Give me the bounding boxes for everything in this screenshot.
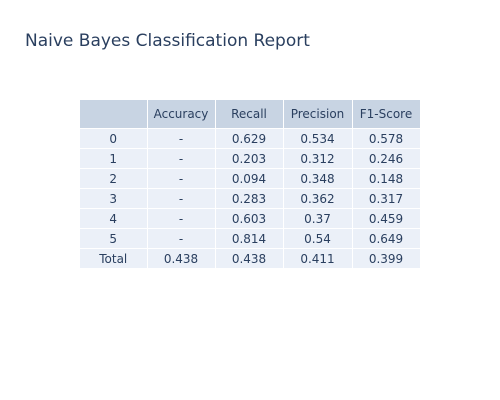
precision-cell: 0.348 <box>283 168 353 189</box>
precision-cell: 0.37 <box>283 208 353 229</box>
table-row: 5 - 0.814 0.54 0.649 <box>80 228 421 249</box>
class-label-cell: 1 <box>80 148 148 169</box>
accuracy-cell: - <box>147 228 216 249</box>
precision-cell: 0.534 <box>283 128 353 149</box>
recall-cell: 0.203 <box>215 148 284 169</box>
f1-score-cell: 0.148 <box>352 168 421 189</box>
class-label-cell: 0 <box>80 128 148 149</box>
f1-score-cell: 0.399 <box>352 248 421 269</box>
classification-report-table: Accuracy Recall Precision F1-Score 0 - 0… <box>80 100 421 269</box>
f1-score-cell: 0.649 <box>352 228 421 249</box>
f1-score-cell: 0.317 <box>352 188 421 209</box>
recall-cell: 0.603 <box>215 208 284 229</box>
recall-cell: 0.283 <box>215 188 284 209</box>
f1-score-cell: 0.578 <box>352 128 421 149</box>
table-row: 2 - 0.094 0.348 0.148 <box>80 168 421 189</box>
recall-cell: 0.094 <box>215 168 284 189</box>
table-header-row: Accuracy Recall Precision F1-Score <box>80 100 421 129</box>
table-row-total: Total 0.438 0.438 0.411 0.399 <box>80 248 421 269</box>
accuracy-cell: - <box>147 148 216 169</box>
chart-title: Naive Bayes Classification Report <box>25 31 310 51</box>
accuracy-cell: - <box>147 128 216 149</box>
header-cell-recall: Recall <box>215 100 284 129</box>
recall-cell: 0.438 <box>215 248 284 269</box>
table-row: 3 - 0.283 0.362 0.317 <box>80 188 421 209</box>
table-row: 0 - 0.629 0.534 0.578 <box>80 128 421 149</box>
table-row: 1 - 0.203 0.312 0.246 <box>80 148 421 169</box>
header-cell-class <box>80 100 148 129</box>
class-label-cell: 4 <box>80 208 148 229</box>
precision-cell: 0.362 <box>283 188 353 209</box>
class-label-cell: 2 <box>80 168 148 189</box>
precision-cell: 0.312 <box>283 148 353 169</box>
accuracy-cell: - <box>147 168 216 189</box>
class-label-cell: 3 <box>80 188 148 209</box>
accuracy-cell: - <box>147 188 216 209</box>
header-cell-f1-score: F1-Score <box>352 100 421 129</box>
accuracy-cell: 0.438 <box>147 248 216 269</box>
class-label-cell: 5 <box>80 228 148 249</box>
table-row: 4 - 0.603 0.37 0.459 <box>80 208 421 229</box>
recall-cell: 0.814 <box>215 228 284 249</box>
header-cell-precision: Precision <box>283 100 353 129</box>
class-label-cell: Total <box>80 248 148 269</box>
precision-cell: 0.54 <box>283 228 353 249</box>
recall-cell: 0.629 <box>215 128 284 149</box>
accuracy-cell: - <box>147 208 216 229</box>
precision-cell: 0.411 <box>283 248 353 269</box>
header-cell-accuracy: Accuracy <box>147 100 216 129</box>
f1-score-cell: 0.459 <box>352 208 421 229</box>
f1-score-cell: 0.246 <box>352 148 421 169</box>
table-body: 0 - 0.629 0.534 0.578 1 - 0.203 0.312 0.… <box>80 128 421 269</box>
